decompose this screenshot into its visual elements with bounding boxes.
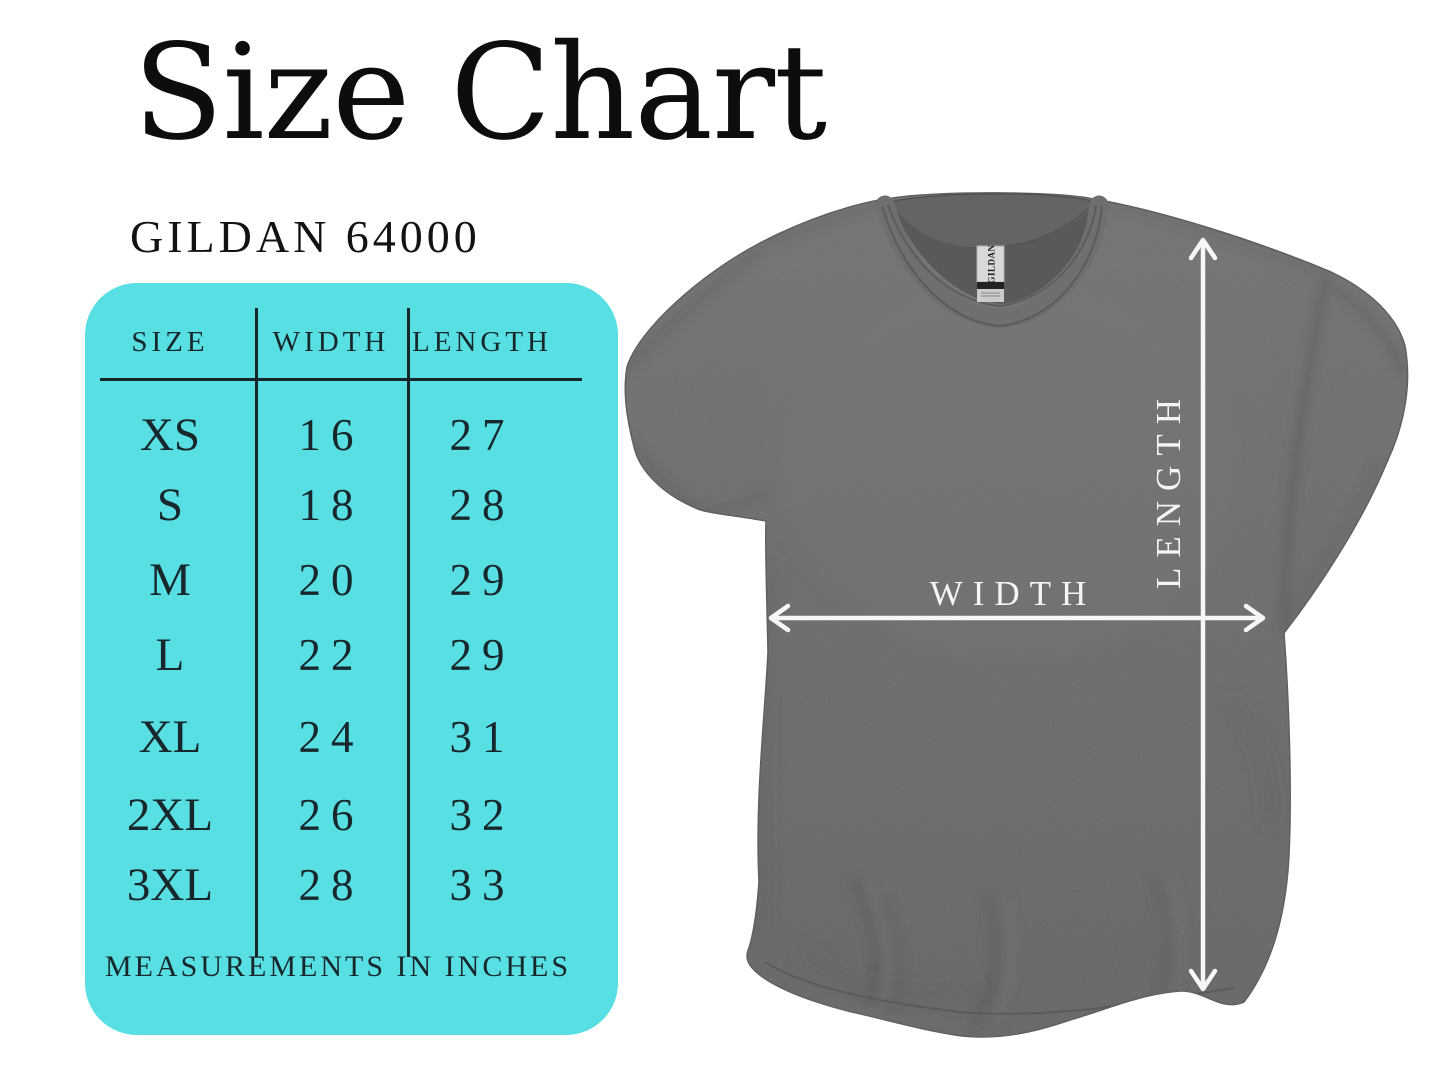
width-cell: 18 bbox=[298, 480, 364, 530]
col-header-size: SIZE bbox=[131, 325, 209, 358]
size-cell: 2XL bbox=[126, 789, 214, 841]
table-row: S 18 28 bbox=[85, 470, 557, 540]
width-cell: 28 bbox=[298, 860, 364, 910]
length-label: LENGTH bbox=[1149, 389, 1188, 589]
size-table-panel: SIZE WIDTH LENGTH XS 16 27 S 18 28 M 20 … bbox=[85, 283, 618, 1035]
width-cell: 26 bbox=[298, 790, 364, 840]
size-cell: S bbox=[156, 479, 184, 531]
length-cell: 29 bbox=[449, 630, 515, 680]
table-row: XL 24 31 bbox=[85, 702, 557, 772]
size-cell: XL bbox=[138, 711, 202, 763]
column-divider-2 bbox=[407, 308, 410, 957]
table-row: M 20 29 bbox=[85, 545, 557, 615]
tag-brand-text: GILDAN bbox=[987, 244, 997, 283]
width-arrow bbox=[768, 603, 1266, 633]
width-label: WIDTH bbox=[930, 574, 1097, 613]
units-note: MEASUREMENTS IN INCHES bbox=[104, 950, 572, 983]
length-cell: 31 bbox=[449, 712, 515, 762]
page-title: Size Chart bbox=[133, 16, 827, 170]
length-cell: 28 bbox=[449, 480, 515, 530]
width-cell: 16 bbox=[298, 410, 364, 460]
length-cell: 29 bbox=[449, 555, 515, 605]
size-cell: L bbox=[155, 629, 185, 681]
table-row: 3XL 28 33 bbox=[85, 850, 557, 920]
table-row: XS 16 27 bbox=[85, 400, 557, 470]
size-cell: XS bbox=[139, 409, 201, 461]
length-cell: 27 bbox=[449, 410, 515, 460]
col-header-length: LENGTH bbox=[412, 325, 552, 358]
column-divider-1 bbox=[255, 308, 258, 957]
length-cell: 32 bbox=[449, 790, 515, 840]
table-row: 2XL 26 32 bbox=[85, 780, 557, 850]
table-row: L 22 29 bbox=[85, 620, 557, 690]
width-cell: 22 bbox=[298, 630, 364, 680]
product-model: GILDAN 64000 bbox=[130, 211, 481, 262]
header-underline bbox=[100, 378, 582, 381]
col-header-width: WIDTH bbox=[272, 325, 390, 358]
table-header-row: SIZE WIDTH LENGTH bbox=[85, 307, 557, 377]
width-cell: 20 bbox=[298, 555, 364, 605]
length-cell: 33 bbox=[449, 860, 515, 910]
size-cell: 3XL bbox=[126, 859, 214, 911]
neck-tag: GILDAN bbox=[976, 244, 1005, 302]
length-arrow bbox=[1188, 237, 1218, 992]
size-cell: M bbox=[149, 554, 191, 606]
width-cell: 24 bbox=[298, 712, 364, 762]
